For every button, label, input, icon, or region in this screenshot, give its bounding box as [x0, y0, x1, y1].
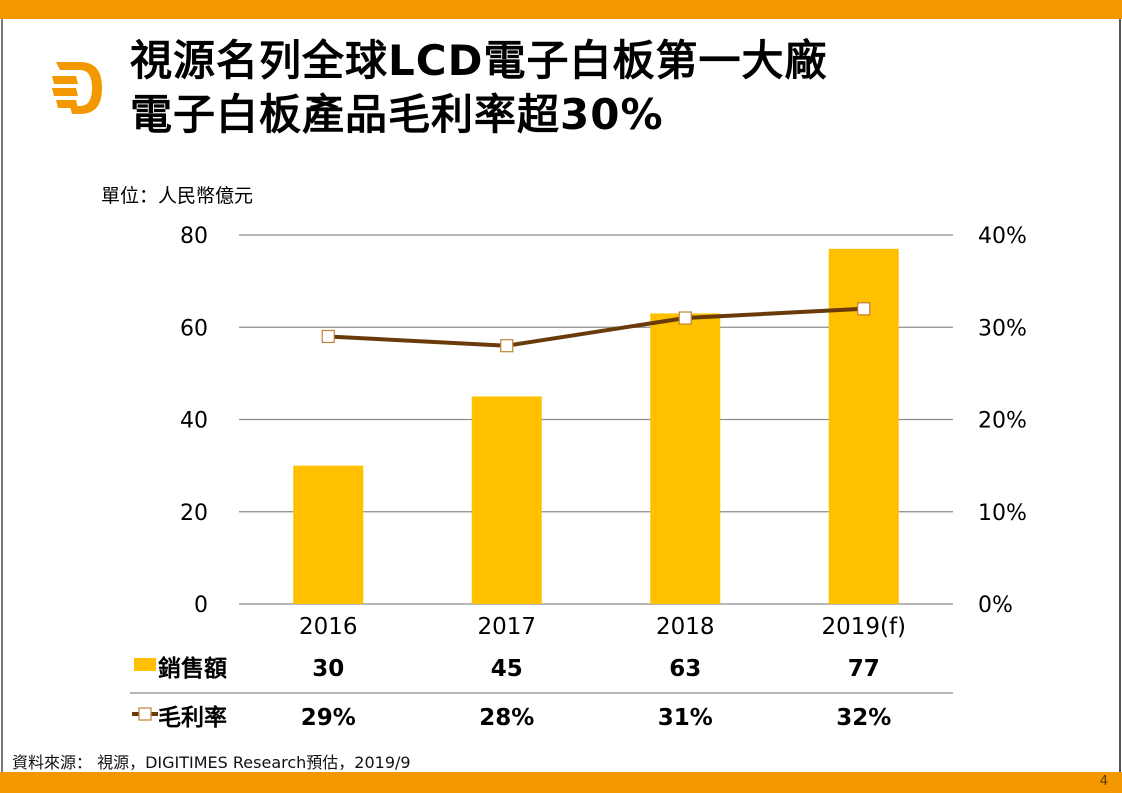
y-left-tick-label: 80 — [180, 224, 208, 249]
line-marker-2019(f) — [857, 302, 871, 316]
table-cell-sales: 63 — [669, 656, 701, 682]
line-marker-2017 — [500, 339, 514, 353]
x-category-label: 2016 — [299, 614, 358, 640]
slide-frame-left — [1, 19, 3, 772]
y-left-tick-label: 20 — [180, 501, 208, 526]
y-right-tick-label: 10% — [978, 501, 1027, 526]
x-category-label: 2019(f) — [821, 614, 906, 640]
table-cell-margin: 31% — [658, 705, 713, 731]
legend-bar-swatch — [134, 658, 156, 671]
table-cell-sales: 30 — [312, 656, 344, 682]
title-line-1: 視源名列全球LCD電子白板第一大廠 — [130, 36, 828, 85]
table-cell-margin: 32% — [836, 705, 891, 731]
slide-title: 視源名列全球LCD電子白板第一大廠 電子白板產品毛利率超30% — [130, 34, 827, 142]
x-category-label: 2017 — [477, 614, 536, 640]
y-right-tick-label: 20% — [978, 409, 1027, 434]
bottom-accent-bar — [0, 772, 1122, 793]
y-left-tick-label: 60 — [180, 316, 208, 341]
slide-frame-right — [1119, 19, 1121, 772]
digitimes-logo-icon — [52, 62, 102, 114]
table-cell-margin: 28% — [479, 705, 534, 731]
bar-2019(f) — [828, 248, 899, 604]
y-left-tick-label: 40 — [180, 409, 208, 434]
page-number: 4 — [1099, 774, 1108, 789]
y-right-tick-label: 0% — [978, 593, 1013, 618]
table-cell-sales: 77 — [848, 656, 880, 682]
table-cell-margin: 29% — [301, 705, 356, 731]
legend-line-marker — [138, 707, 152, 721]
y-left-tick-label: 0 — [194, 593, 208, 618]
bar-2018 — [650, 313, 721, 604]
legend-line-label: 毛利率 — [158, 704, 227, 731]
top-accent-bar — [0, 0, 1122, 19]
line-marker-2018 — [678, 311, 692, 325]
y-right-tick-label: 40% — [978, 224, 1027, 249]
unit-label: 單位：人民幣億元 — [101, 185, 254, 207]
margin-line — [328, 306, 864, 348]
source-note: 資料來源： 視源，DIGITIMES Research預估，2019/9 — [12, 753, 411, 772]
bar-2017 — [471, 396, 542, 604]
bar-2016 — [293, 465, 364, 604]
x-category-label: 2018 — [656, 614, 715, 640]
line-marker-2016 — [321, 329, 335, 344]
title-line-2: 電子白板產品毛利率超30% — [130, 90, 664, 139]
legend-bar-label: 銷售額 — [158, 655, 227, 682]
y-right-tick-label: 30% — [978, 316, 1027, 341]
table-cell-sales: 45 — [491, 656, 523, 682]
